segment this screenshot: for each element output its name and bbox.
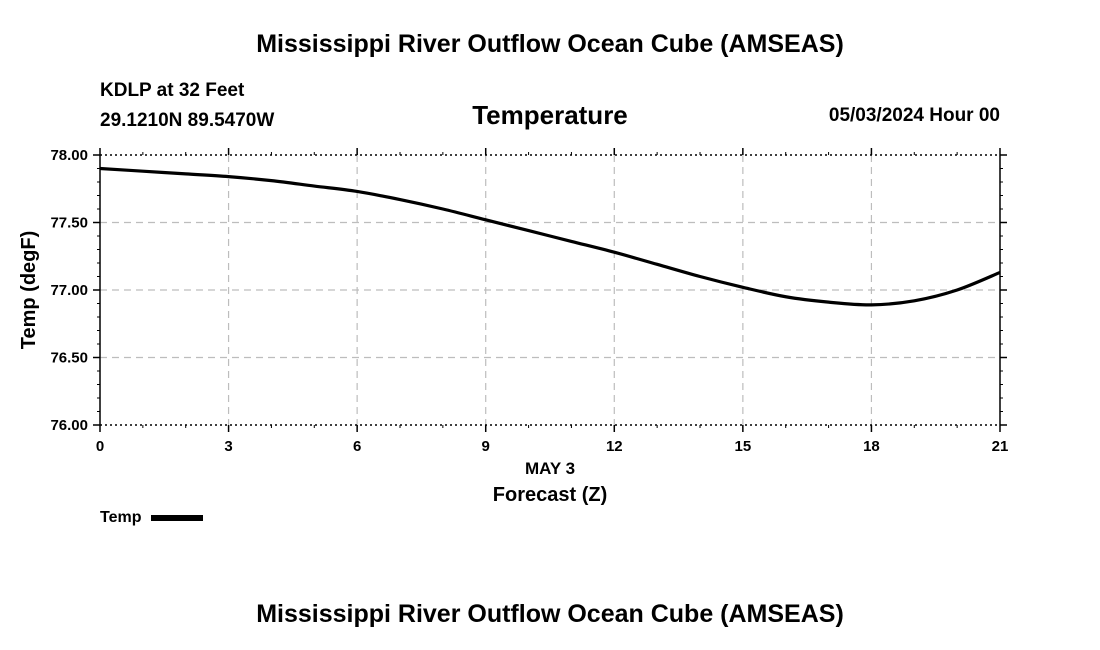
x-tick-label: 18 xyxy=(863,438,880,455)
page-title: Mississippi River Outflow Ocean Cube (AM… xyxy=(256,30,844,58)
legend-swatch xyxy=(151,515,204,521)
y-tick-label: 77.50 xyxy=(50,215,88,232)
x-tick-label: 3 xyxy=(224,438,232,455)
x-tick-label: 6 xyxy=(353,438,361,455)
y-tick-label: 78.00 xyxy=(50,147,88,164)
legend-label: Temp xyxy=(100,509,142,526)
x-tick-label: 0 xyxy=(96,438,104,455)
variable-title: Temperature xyxy=(472,100,628,130)
y-tick-label: 77.00 xyxy=(50,282,88,299)
station-name: KDLP at 32 Feet xyxy=(100,80,245,101)
footer-title: Mississippi River Outflow Ocean Cube (AM… xyxy=(256,600,844,628)
station-info: KDLP at 32 Feet 29.1210N 89.5470W xyxy=(100,76,274,136)
x-tick-label: 15 xyxy=(735,438,752,455)
series-line-temp xyxy=(99,166,1001,307)
forecast-datetime: 05/03/2024 Hour 00 xyxy=(828,105,1000,126)
y-tick-label: 76.50 xyxy=(50,350,88,367)
station-coords: 29.1210N 89.5470W xyxy=(100,110,275,131)
x-tick-label: 21 xyxy=(992,438,1009,455)
x-tick-label: 9 xyxy=(482,438,490,455)
x-tick-label: 12 xyxy=(606,438,623,455)
x-axis-label: Forecast (Z) xyxy=(493,484,607,506)
y-axis-label: Temp (degF) xyxy=(18,231,40,350)
legend: Temp xyxy=(100,509,204,527)
y-tick-label: 76.00 xyxy=(50,417,88,434)
x-date-label: MAY 3 xyxy=(525,459,575,478)
